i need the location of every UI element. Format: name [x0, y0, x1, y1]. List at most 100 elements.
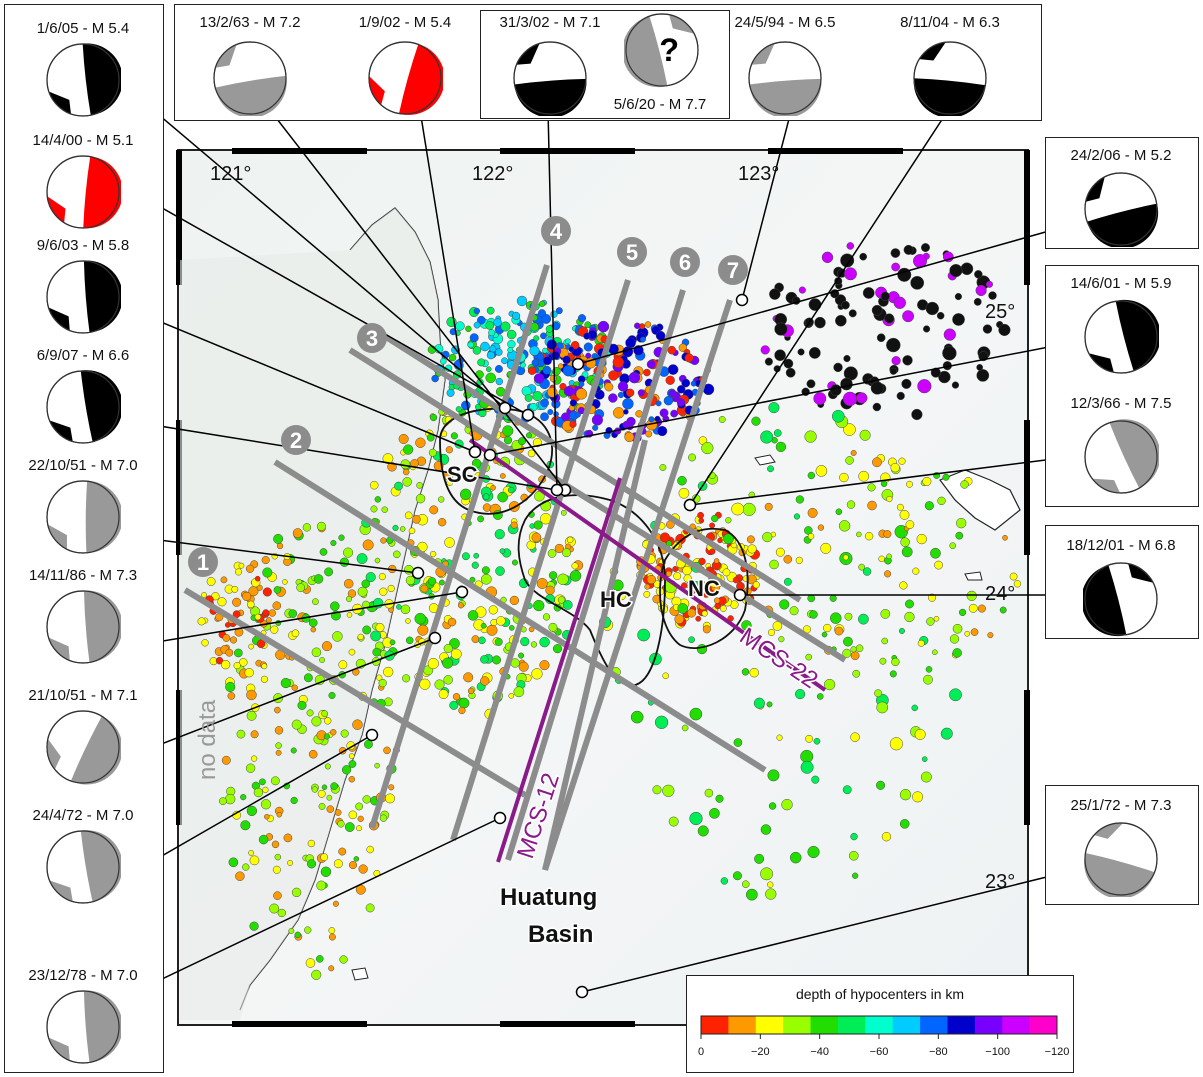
hypocenter [311, 647, 322, 658]
left-mech-8-label: 23/12/78 - M 7.0 [28, 967, 138, 984]
hypocenter [684, 353, 694, 363]
hypocenter [960, 480, 969, 489]
hypocenter [659, 464, 667, 471]
hypocenter [723, 533, 734, 545]
hypocenter [201, 592, 207, 598]
profile-badge-text: 6 [679, 250, 691, 275]
hypocenter [783, 358, 794, 369]
hypocenter [509, 595, 519, 606]
hypocenter [975, 284, 987, 297]
hypocenter [555, 307, 563, 315]
leader-line [489, 339, 1086, 456]
top-mech-1-label: 1/9/02 - M 5.4 [358, 14, 452, 31]
hypocenter [240, 820, 251, 831]
hypocenter [557, 596, 566, 604]
hypocenter [393, 550, 401, 559]
hypocenter [369, 480, 379, 490]
hypocenter [637, 389, 645, 397]
right-mech-0-label: 24/2/06 - M 5.2 [1070, 147, 1172, 164]
leader-line [269, 109, 566, 491]
hypocenter [940, 727, 953, 740]
hypocenter [677, 385, 686, 394]
hypocenter [681, 378, 691, 388]
epicenter-marker [455, 585, 469, 599]
hypocenter [670, 409, 679, 418]
hypocenter [878, 555, 885, 563]
hypocenter [902, 310, 915, 323]
hypocenter [872, 402, 882, 412]
hypocenter [348, 648, 356, 656]
hypocenter [697, 825, 709, 837]
hypocenter [311, 716, 322, 727]
hypocenter [258, 834, 269, 845]
hypocenter [775, 441, 787, 453]
hypocenter [467, 610, 479, 621]
hypocenter [687, 608, 697, 618]
legend-tick-label: −80 [928, 1046, 948, 1058]
hypocenter [902, 355, 913, 366]
hypocenter [341, 765, 352, 775]
hypocenter [256, 639, 266, 649]
profile-badge-text: 2 [290, 428, 302, 453]
hypocenter [659, 532, 670, 543]
hypocenter [1002, 534, 1008, 541]
hypocenter [852, 669, 861, 678]
hypocenter [578, 381, 585, 387]
hypocenter [461, 552, 470, 561]
hypocenter [654, 415, 661, 422]
hypocenter [417, 624, 429, 636]
hypocenter [437, 496, 445, 503]
hypocenter [283, 833, 293, 843]
hypocenter [942, 345, 957, 361]
hypocenter [539, 636, 550, 648]
hypocenter [457, 602, 464, 609]
hypocenter [772, 621, 783, 631]
legend-swatch [783, 1016, 812, 1034]
hypocenter [348, 810, 358, 820]
hypocenter [533, 335, 540, 342]
hypocenter [655, 400, 662, 407]
left-mech-4-beachball [46, 480, 121, 554]
profile-line-1 [183, 587, 527, 798]
hypocenter [925, 301, 939, 316]
hypocenter [562, 600, 573, 610]
hypocenter [883, 530, 892, 539]
legend-swatch [701, 1016, 729, 1034]
hypocenter [228, 857, 239, 868]
hypocenter [547, 549, 557, 558]
hypocenter [881, 637, 889, 645]
hypocenter [220, 576, 228, 584]
hypocenter [833, 362, 843, 373]
hypocenter-dots [197, 242, 1022, 980]
hypocenter [648, 416, 655, 423]
hypocenter [931, 649, 938, 656]
hypocenter [880, 609, 891, 619]
hypocenter [800, 760, 814, 774]
hypocenter [387, 584, 395, 593]
hypocenter [420, 584, 429, 593]
legend-ticks: 0 −20 −40 −60 −80 −100 −120 [687, 1046, 1073, 1062]
hypocenter [224, 622, 231, 628]
hypocenter [881, 832, 892, 842]
hypocenter [830, 612, 842, 624]
hypocenter [848, 309, 857, 318]
profile-line-8 [542, 439, 648, 871]
hypocenter [960, 262, 974, 276]
hypocenter [343, 578, 354, 589]
top-mech-4-label: 24/5/94 - M 6.5 [734, 14, 836, 31]
hypocenter [774, 349, 786, 361]
hypocenter [682, 565, 692, 576]
cluster-sc-outline [439, 407, 553, 515]
hypocenter [503, 436, 513, 445]
hypocenter [552, 644, 563, 654]
lon-label-123: 123° [738, 163, 779, 185]
hypocenter [859, 429, 871, 441]
legend-swatch [810, 1016, 839, 1034]
hypocenter [752, 581, 760, 589]
hypocenter [677, 603, 689, 614]
epicenter-marker [733, 588, 747, 602]
hypocenter [718, 416, 726, 423]
profile-badge-text: 7 [727, 258, 739, 283]
hypocenter [852, 872, 859, 879]
hypocenter [249, 855, 260, 866]
